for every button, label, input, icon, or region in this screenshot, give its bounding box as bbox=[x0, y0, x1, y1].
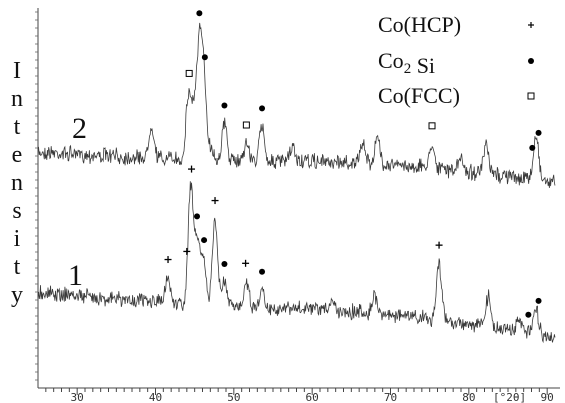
y-axis-letter: n bbox=[11, 170, 23, 196]
co2si-marker bbox=[194, 213, 201, 220]
co-fcc-marker bbox=[185, 69, 193, 77]
co2si-marker bbox=[201, 54, 208, 61]
legend-label: Co(HCP) bbox=[378, 12, 461, 37]
y-axis-letter: n bbox=[11, 86, 23, 112]
co-hcp-marker bbox=[188, 165, 196, 173]
co2si-marker bbox=[525, 311, 532, 318]
co-hcp-marker bbox=[164, 256, 172, 264]
co-hcp-marker bbox=[435, 241, 443, 249]
x-axis-ticks bbox=[35, 11, 548, 395]
pattern-2-line bbox=[37, 22, 556, 188]
co2si-marker bbox=[259, 268, 266, 275]
co-hcp-marker bbox=[183, 247, 191, 255]
co-hcp-marker bbox=[242, 259, 250, 267]
y-axis-letter: s bbox=[12, 198, 21, 224]
y-axis-letter: t bbox=[14, 114, 21, 140]
series-labels: 21 bbox=[68, 112, 87, 292]
x-tick-label: 30 bbox=[71, 391, 84, 403]
series-label: 1 bbox=[68, 259, 83, 292]
y-axis-letter: e bbox=[12, 142, 23, 168]
co-fcc-marker bbox=[428, 122, 436, 130]
x-tick-label: 80 bbox=[462, 391, 475, 403]
pattern-1-line bbox=[37, 181, 556, 344]
series-label: 2 bbox=[72, 112, 87, 145]
co2si-marker bbox=[535, 129, 542, 136]
co2si-marker bbox=[535, 297, 542, 304]
x-tick-label: 40 bbox=[149, 391, 162, 403]
co2si-marker bbox=[201, 237, 208, 244]
co2si-marker bbox=[259, 105, 266, 112]
x-axis-tick-labels: 30 40 50 60 70 80 90 bbox=[71, 391, 554, 403]
y-axis-letter: y bbox=[11, 282, 23, 308]
y-axis-letter: t bbox=[14, 254, 21, 280]
co-hcp-marker bbox=[211, 197, 219, 205]
pattern-traces bbox=[37, 22, 556, 344]
legend-square-icon bbox=[527, 92, 535, 100]
x-tick-label: 50 bbox=[227, 391, 240, 403]
legend-plus-icon bbox=[528, 22, 534, 28]
co2si-marker bbox=[529, 144, 536, 151]
legend-dot-icon bbox=[528, 58, 534, 64]
co2si-marker bbox=[221, 102, 228, 109]
phase-markers bbox=[164, 10, 542, 318]
legend: Co(HCP) Co2 Si Co(FCC) bbox=[378, 12, 535, 108]
x-tick-label: 60 bbox=[306, 391, 319, 403]
x-axis-unit-label: [°2θ] bbox=[493, 391, 526, 403]
co2si-marker bbox=[196, 10, 203, 17]
y-axis-letter: I bbox=[13, 58, 21, 84]
legend-label: Co2 Si bbox=[378, 48, 435, 78]
co2si-marker bbox=[221, 260, 228, 267]
x-tick-label: 70 bbox=[384, 391, 397, 403]
co-fcc-marker bbox=[242, 121, 250, 129]
legend-label: Co(FCC) bbox=[378, 83, 460, 108]
y-axis-letter: i bbox=[14, 226, 21, 252]
x-tick-label: 90 bbox=[541, 391, 554, 403]
